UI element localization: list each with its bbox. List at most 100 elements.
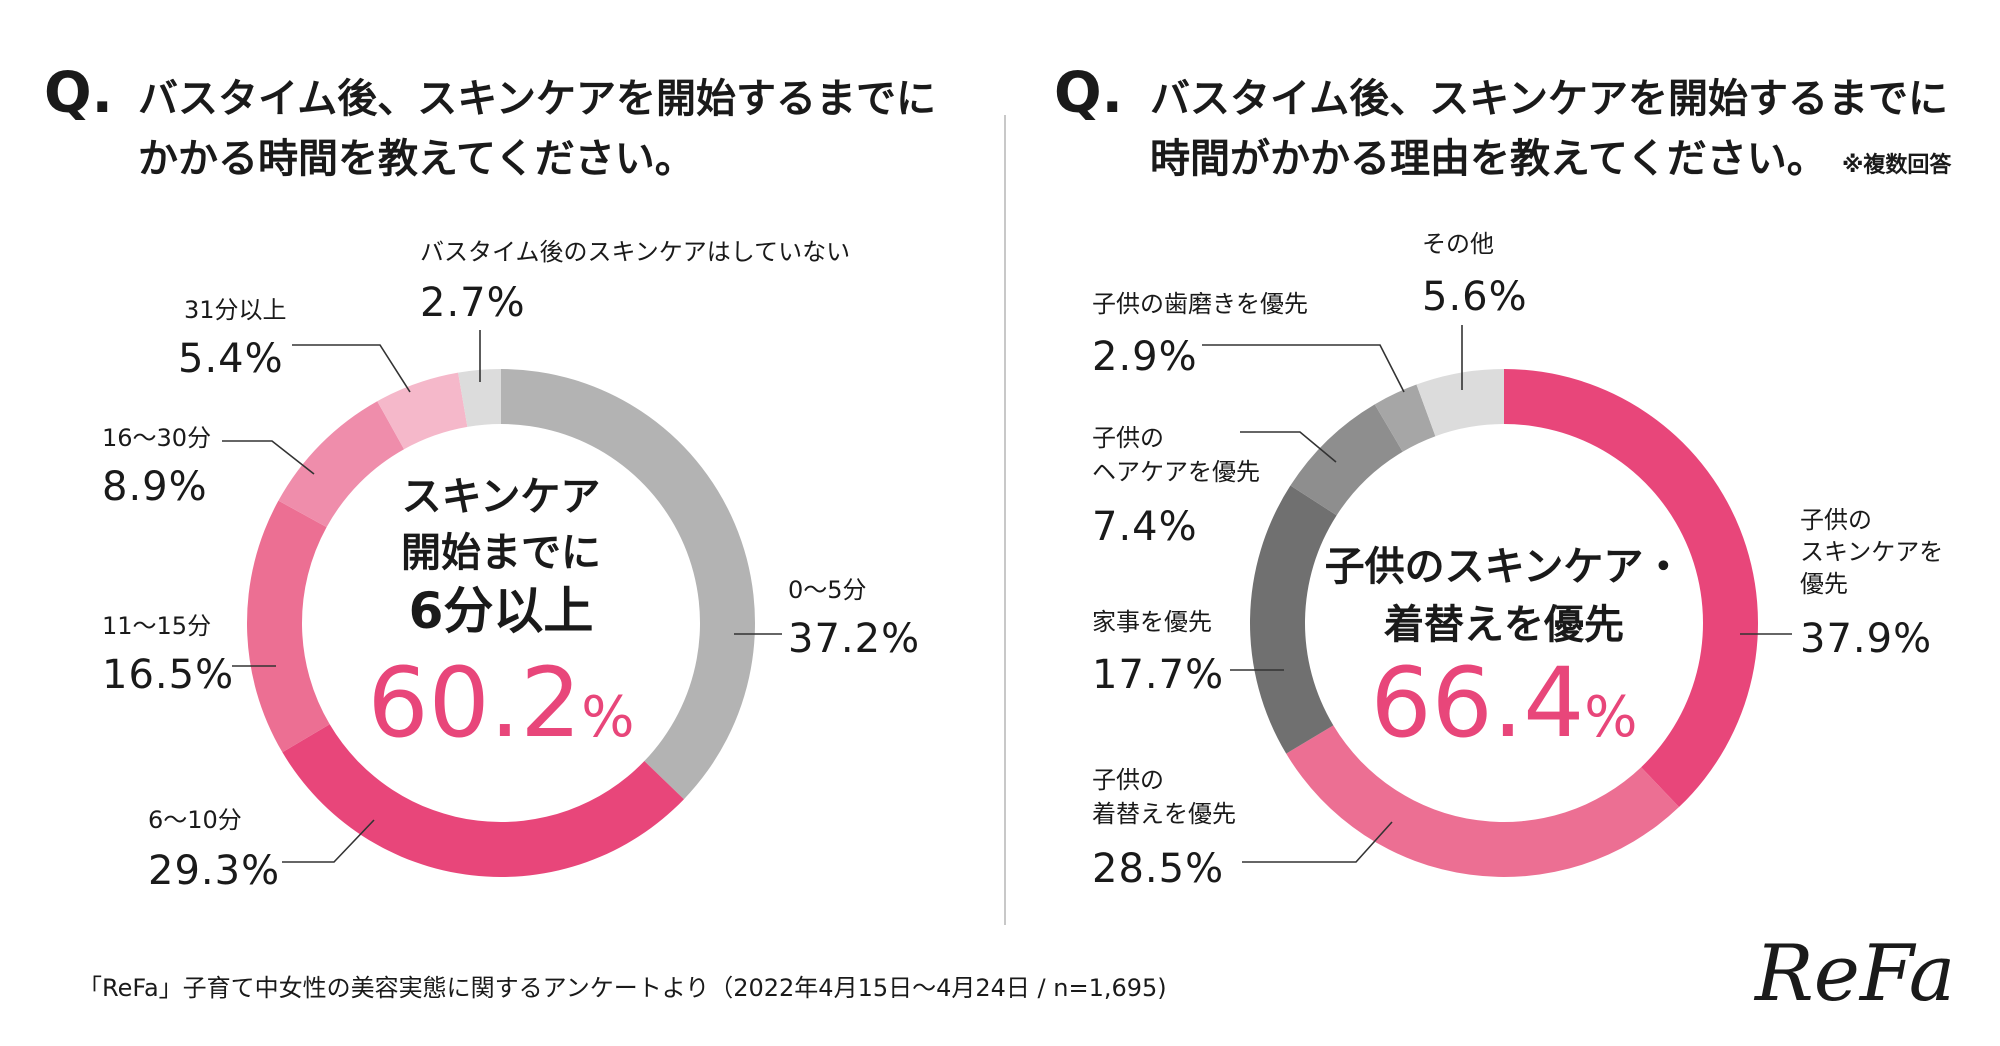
leader-child-dressing <box>1242 821 1393 863</box>
label-value-unit: % <box>487 280 526 326</box>
left-donut-slice-2 <box>247 500 330 753</box>
refa-logo: ReFa <box>1753 929 1955 1019</box>
label-name-line-2: スキンケアを <box>1800 538 1943 566</box>
label-value-number: 2.7 <box>420 280 487 326</box>
left-center-text: スキンケア 開始までに 6分以上 60.2% <box>368 474 635 759</box>
label-child-haircare: 子供の ヘアケアを優先 7.4% <box>1092 424 1260 550</box>
right-donut-slice-3 <box>1290 404 1403 516</box>
label-value-unit: % <box>195 652 234 698</box>
label-0-5min: 0〜5分 37.2% <box>788 576 920 662</box>
label-value-number: 28.5 <box>1092 846 1185 892</box>
label-value: 37.9% <box>1800 616 1932 662</box>
right-donut-chart <box>1249 369 1758 877</box>
label-16-30min: 16〜30分 8.9% <box>102 424 211 510</box>
label-value-number: 8.9 <box>102 464 169 510</box>
label-value-number: 16.5 <box>102 652 195 698</box>
label-name: 6〜10分 <box>148 806 242 834</box>
label-child-toothbrush: 子供の歯磨きを優先 2.9% <box>1092 290 1308 380</box>
label-value-unit: % <box>1893 616 1932 662</box>
label-value: 7.4% <box>1092 504 1198 550</box>
left-donut-slice-1 <box>282 724 684 877</box>
right-question-line-2: 時間がかかる理由を教えてください。 <box>1150 136 1827 182</box>
right-donut-slice-5 <box>1416 369 1504 437</box>
leader-child-toothbrush <box>1202 344 1405 393</box>
label-value: 5.4% <box>178 336 284 382</box>
source-footnote: 「ReFa」子育て中女性の美容実態に関するアンケートより（2022年4月15日〜… <box>78 974 1167 1002</box>
left-donut-slice-3 <box>278 401 405 528</box>
label-value-unit: % <box>245 336 284 382</box>
right-question: Q. バスタイム後、スキンケアを開始するまでに 時間がかかる理由を教えてください… <box>1054 61 1952 182</box>
label-name: 家事を優先 <box>1092 608 1212 636</box>
leader-16-30min <box>222 440 315 475</box>
right-center-percent: 66.4% <box>1371 647 1638 759</box>
left-center-percent: 60.2% <box>368 647 635 759</box>
label-value: 2.7% <box>420 280 526 326</box>
label-value-unit: % <box>1159 504 1198 550</box>
label-value: 5.6% <box>1422 274 1528 320</box>
label-value-unit: % <box>1489 274 1528 320</box>
left-center-line-2: 開始までに <box>401 530 601 576</box>
label-value-number: 2.9 <box>1092 334 1159 380</box>
label-name: バスタイム後のスキンケアはしていない <box>420 238 850 266</box>
right-donut-slice-0 <box>1504 369 1758 808</box>
right-donut-slice-1 <box>1286 725 1680 877</box>
label-value: 17.7% <box>1092 652 1224 698</box>
label-value: 8.9% <box>102 464 208 510</box>
left-center-line-1: スキンケア <box>402 474 601 520</box>
left-donut-slice-5 <box>458 369 501 427</box>
right-center-text: 子供のスキンケア・ 着替えを優先 66.4% <box>1325 544 1684 759</box>
label-value-number: 5.4 <box>178 336 245 382</box>
leader-31min-plus <box>292 344 411 393</box>
label-value-unit: % <box>1159 334 1198 380</box>
label-name-line-1: 子供の <box>1800 506 1872 534</box>
leader-child-haircare <box>1240 431 1337 463</box>
left-question-line-2: かかる時間を教えてください。 <box>138 136 695 182</box>
label-value-number: 17.7 <box>1092 652 1185 698</box>
right-center-line-1: 子供のスキンケア・ <box>1325 544 1684 590</box>
label-name: 16〜30分 <box>102 424 211 452</box>
left-question-line-1: バスタイム後、スキンケアを開始するまでに <box>138 76 936 122</box>
right-question-line-1: バスタイム後、スキンケアを開始するまでに <box>1150 76 1948 122</box>
left-donut-slice-4 <box>377 372 468 450</box>
label-name-line-2: 着替えを優先 <box>1092 800 1236 828</box>
label-value-number: 29.3 <box>148 848 241 894</box>
right-center-line-2: 着替えを優先 <box>1384 602 1624 648</box>
label-value: 2.9% <box>1092 334 1198 380</box>
label-child-skincare: 子供の スキンケアを 優先 37.9% <box>1800 506 1943 662</box>
label-name: 子供の歯磨きを優先 <box>1092 290 1308 318</box>
label-value-number: 5.6 <box>1422 274 1489 320</box>
right-center-percent-sign: % <box>1584 685 1637 750</box>
left-donut-chart <box>247 369 755 877</box>
right-question-note: ※複数回答 <box>1842 152 1952 178</box>
label-6-10min: 6〜10分 29.3% <box>148 806 280 894</box>
label-name-line-3: 優先 <box>1800 570 1848 598</box>
label-no-skincare: バスタイム後のスキンケアはしていない 2.7% <box>420 238 850 326</box>
label-value: 29.3% <box>148 848 280 894</box>
left-center-percent-number: 60.2 <box>368 647 582 759</box>
label-value-number: 37.9 <box>1800 616 1893 662</box>
label-name: 0〜5分 <box>788 576 867 604</box>
right-center-percent-number: 66.4 <box>1371 647 1585 759</box>
left-donut-slice-0 <box>501 369 755 800</box>
label-value-unit: % <box>1185 652 1224 698</box>
label-child-dressing: 子供の 着替えを優先 28.5% <box>1092 766 1236 892</box>
label-value: 16.5% <box>102 652 234 698</box>
left-q-mark: Q. <box>44 61 113 126</box>
right-donut-slice-4 <box>1374 384 1436 452</box>
label-name-line-1: 子供の <box>1092 766 1164 794</box>
right-labels: 子供の スキンケアを 優先 37.9% 子供の 着替えを優先 28.5% 家事を… <box>1092 230 1943 892</box>
label-value-number: 37.2 <box>788 616 881 662</box>
label-name: 11〜15分 <box>102 612 211 640</box>
right-donut-slice-2 <box>1249 485 1337 754</box>
left-center-line-3: 6分以上 <box>409 582 594 640</box>
left-leader-lines <box>222 330 782 863</box>
label-other: その他 5.6% <box>1422 230 1528 320</box>
label-name-line-2: ヘアケアを優先 <box>1092 458 1260 486</box>
left-question: Q. バスタイム後、スキンケアを開始するまでに かかる時間を教えてください。 <box>44 61 936 182</box>
label-value-unit: % <box>1185 846 1224 892</box>
left-labels: 0〜5分 37.2% 6〜10分 29.3% 11〜15分 16.5% 16〜3… <box>102 238 920 894</box>
label-value: 37.2% <box>788 616 920 662</box>
leader-6-10min <box>282 819 375 863</box>
label-11-15min: 11〜15分 16.5% <box>102 612 234 698</box>
